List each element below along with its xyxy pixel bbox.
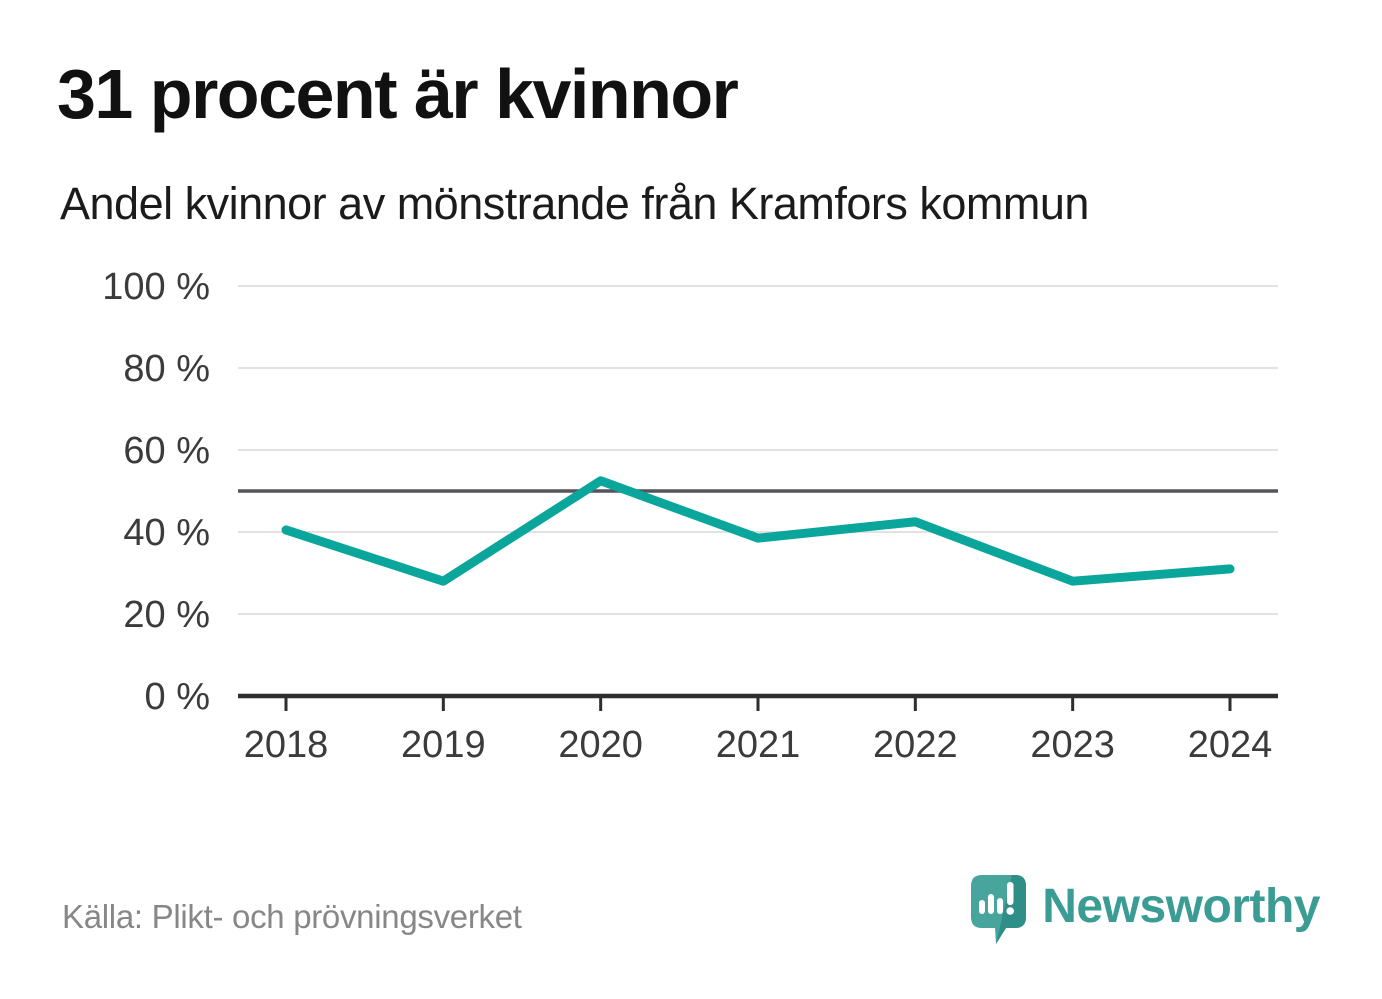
x-axis-tick-label: 2023 bbox=[1030, 724, 1115, 766]
source-note: Källa: Plikt- och prövningsverket bbox=[62, 898, 522, 935]
bar-chart-glyph-bar-2 bbox=[988, 894, 995, 914]
x-axis-tick-label: 2019 bbox=[401, 724, 486, 766]
chart-subtitle: Andel kvinnor av mönstrande från Kramfor… bbox=[60, 178, 1089, 229]
y-axis-tick-label: 20 % bbox=[123, 594, 210, 636]
exclamation-mark-dot bbox=[1006, 907, 1015, 915]
chart-title: 31 procent är kvinnor bbox=[57, 55, 739, 133]
y-axis-tick-label: 80 % bbox=[123, 348, 210, 390]
y-axis-tick-label: 0 % bbox=[145, 676, 210, 718]
x-axis-tick-label: 2024 bbox=[1188, 724, 1273, 766]
y-axis-tick-label: 40 % bbox=[123, 512, 210, 554]
y-axis-tick-label: 100 % bbox=[102, 266, 210, 308]
brand-logo: Newsworthy bbox=[970, 874, 1320, 946]
bar-chart-glyph-bar-3 bbox=[997, 898, 1004, 914]
x-axis-tick-label: 2018 bbox=[244, 724, 329, 766]
x-axis-tick-label: 2020 bbox=[558, 724, 643, 766]
data-line-andel-kvinnor bbox=[281, 476, 1235, 586]
newsworthy-speech-bubble-icon bbox=[971, 875, 1027, 944]
brand-wordmark: Newsworthy bbox=[1042, 880, 1320, 933]
y-axis-tick-label: 60 % bbox=[123, 430, 210, 472]
x-axis-tick-label: 2022 bbox=[873, 724, 958, 766]
bar-chart-glyph-bar-1 bbox=[979, 900, 986, 914]
x-axis-tick-label: 2021 bbox=[716, 724, 801, 766]
exclamation-mark-stem bbox=[1007, 882, 1014, 905]
